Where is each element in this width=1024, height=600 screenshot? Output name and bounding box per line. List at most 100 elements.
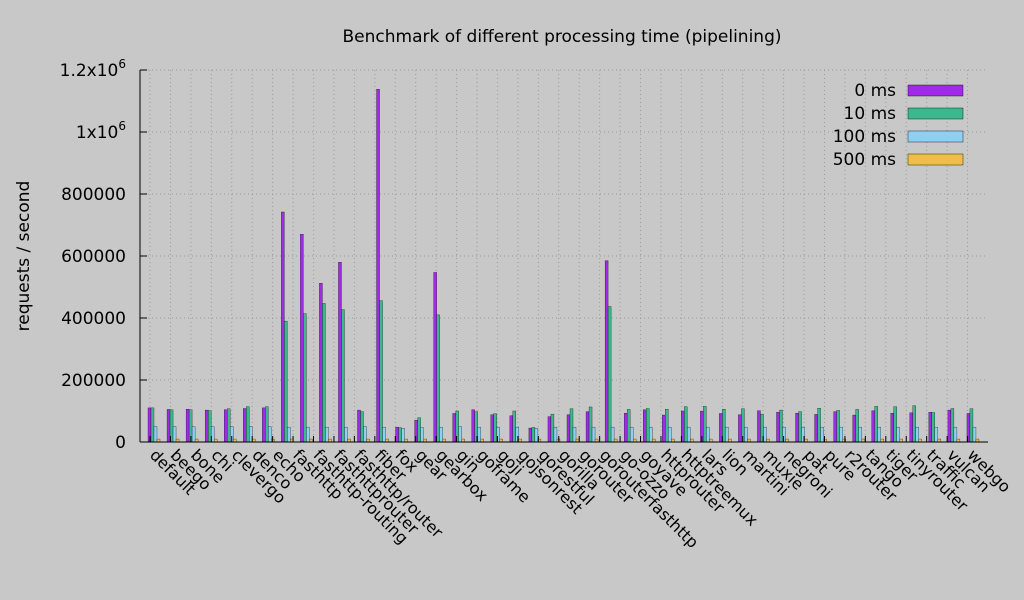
- bar-100-ms-2: [191, 426, 196, 443]
- bar-100-ms-32: [763, 426, 767, 443]
- bar-10-ms-7: [284, 320, 288, 443]
- bar-0-ms-21: [547, 416, 552, 443]
- bar-0-ms-5: [243, 408, 247, 443]
- bar-0-ms-25: [623, 413, 628, 443]
- bar-100-ms-29: [706, 426, 710, 443]
- bar-10-ms-33: [779, 409, 783, 443]
- y-tick-label: 1.2x106: [60, 57, 126, 81]
- bar-0-ms-36: [833, 411, 837, 443]
- bar-0-ms-18: [490, 414, 494, 443]
- bar-0-ms-11: [357, 409, 361, 443]
- bar-100-ms-39: [896, 426, 900, 443]
- bar-0-ms-19: [509, 415, 514, 443]
- bar-10-ms-26: [646, 408, 650, 443]
- bar-10-ms-39: [893, 406, 897, 443]
- bar-100-ms-6: [268, 426, 272, 443]
- bar-10-ms-15: [436, 314, 440, 443]
- bar-100-ms-11: [363, 426, 367, 443]
- bar-100-ms-15: [439, 426, 443, 443]
- bar-100-ms-30: [725, 426, 729, 443]
- bar-10-ms-40: [912, 405, 916, 443]
- bar-100-ms-0: [153, 426, 158, 443]
- bar-10-ms-18: [493, 413, 497, 443]
- bar-10-ms-38: [874, 406, 878, 443]
- bar-100-ms-20: [534, 428, 539, 443]
- bar-100-ms-28: [687, 426, 691, 443]
- bar-0-ms-40: [909, 412, 913, 443]
- bar-0-ms-2: [185, 408, 190, 443]
- bar-0-ms-24: [604, 260, 609, 443]
- bar-0-ms-12: [376, 89, 380, 443]
- bar-0-ms-37: [852, 414, 856, 443]
- bar-0-ms-7: [281, 211, 285, 443]
- bar-100-ms-19: [515, 426, 520, 443]
- bar-100-ms-35: [820, 426, 824, 443]
- bar-10-ms-21: [550, 413, 555, 443]
- bar-100-ms-17: [477, 426, 481, 443]
- bar-100-ms-16: [458, 426, 462, 443]
- bar-100-ms-1: [172, 426, 177, 443]
- bar-100-ms-38: [877, 426, 881, 443]
- bar-10-ms-5: [246, 406, 250, 443]
- bar-0-ms-27: [662, 414, 666, 443]
- bar-0-ms-17: [471, 409, 475, 443]
- bar-10-ms-8: [303, 313, 307, 443]
- chart-title: Benchmark of different processing time (…: [343, 27, 782, 47]
- bar-100-ms-43: [972, 426, 977, 443]
- bar-100-ms-42: [953, 426, 958, 443]
- legend-label: 100 ms: [833, 127, 896, 147]
- bar-0-ms-31: [738, 414, 742, 443]
- bar-0-ms-20: [528, 427, 533, 443]
- bar-100-ms-25: [629, 426, 634, 443]
- bar-10-ms-41: [931, 412, 936, 443]
- legend-label: 500 ms: [833, 150, 896, 170]
- bar-10-ms-0: [150, 407, 155, 443]
- bar-10-ms-14: [417, 417, 421, 443]
- bar-100-ms-9: [325, 426, 329, 443]
- bar-0-ms-42: [947, 409, 952, 443]
- bar-10-ms-22: [569, 408, 574, 443]
- bar-100-ms-41: [934, 426, 939, 443]
- bar-100-ms-10: [344, 426, 348, 443]
- grid-layer: [140, 69, 988, 442]
- bars-layer: [147, 89, 980, 443]
- bar-100-ms-36: [839, 426, 843, 443]
- bar-100-ms-12: [382, 426, 386, 443]
- bar-100-ms-23: [591, 426, 596, 443]
- bar-10-ms-34: [798, 411, 802, 443]
- bar-10-ms-3: [207, 410, 212, 443]
- bar-10-ms-13: [398, 427, 402, 443]
- y-tick-label: 400000: [61, 309, 126, 329]
- bar-10-ms-25: [626, 409, 631, 443]
- bar-100-ms-14: [420, 427, 424, 443]
- bar-100-ms-13: [401, 428, 405, 443]
- legend-swatch: [907, 84, 964, 97]
- bar-100-ms-37: [858, 426, 862, 443]
- y-tick-label: 1x106: [76, 119, 126, 143]
- bar-0-ms-9: [319, 283, 323, 443]
- bar-10-ms-36: [836, 410, 840, 443]
- bar-100-ms-22: [572, 426, 577, 443]
- bar-10-ms-43: [969, 408, 974, 443]
- bar-0-ms-41: [928, 412, 933, 443]
- bar-10-ms-12: [379, 300, 383, 443]
- bar-0-ms-22: [566, 414, 571, 443]
- bar-0-ms-35: [814, 414, 818, 443]
- bar-100-ms-24: [610, 426, 615, 443]
- bar-0-ms-26: [643, 409, 647, 443]
- bar-10-ms-37: [855, 409, 859, 443]
- bar-0-ms-38: [871, 410, 875, 443]
- bar-10-ms-42: [950, 408, 955, 443]
- bar-0-ms-6: [262, 407, 266, 443]
- bar-0-ms-39: [890, 413, 894, 443]
- legend-label: 0 ms: [854, 81, 896, 101]
- bar-10-ms-28: [684, 406, 688, 443]
- bar-10-ms-4: [227, 408, 231, 443]
- bar-10-ms-23: [588, 406, 593, 443]
- bar-0-ms-3: [204, 409, 209, 443]
- axes-layer: [139, 69, 988, 443]
- bar-10-ms-27: [665, 408, 669, 443]
- y-tick-exponent: 6: [118, 57, 126, 71]
- bar-0-ms-1: [166, 409, 171, 443]
